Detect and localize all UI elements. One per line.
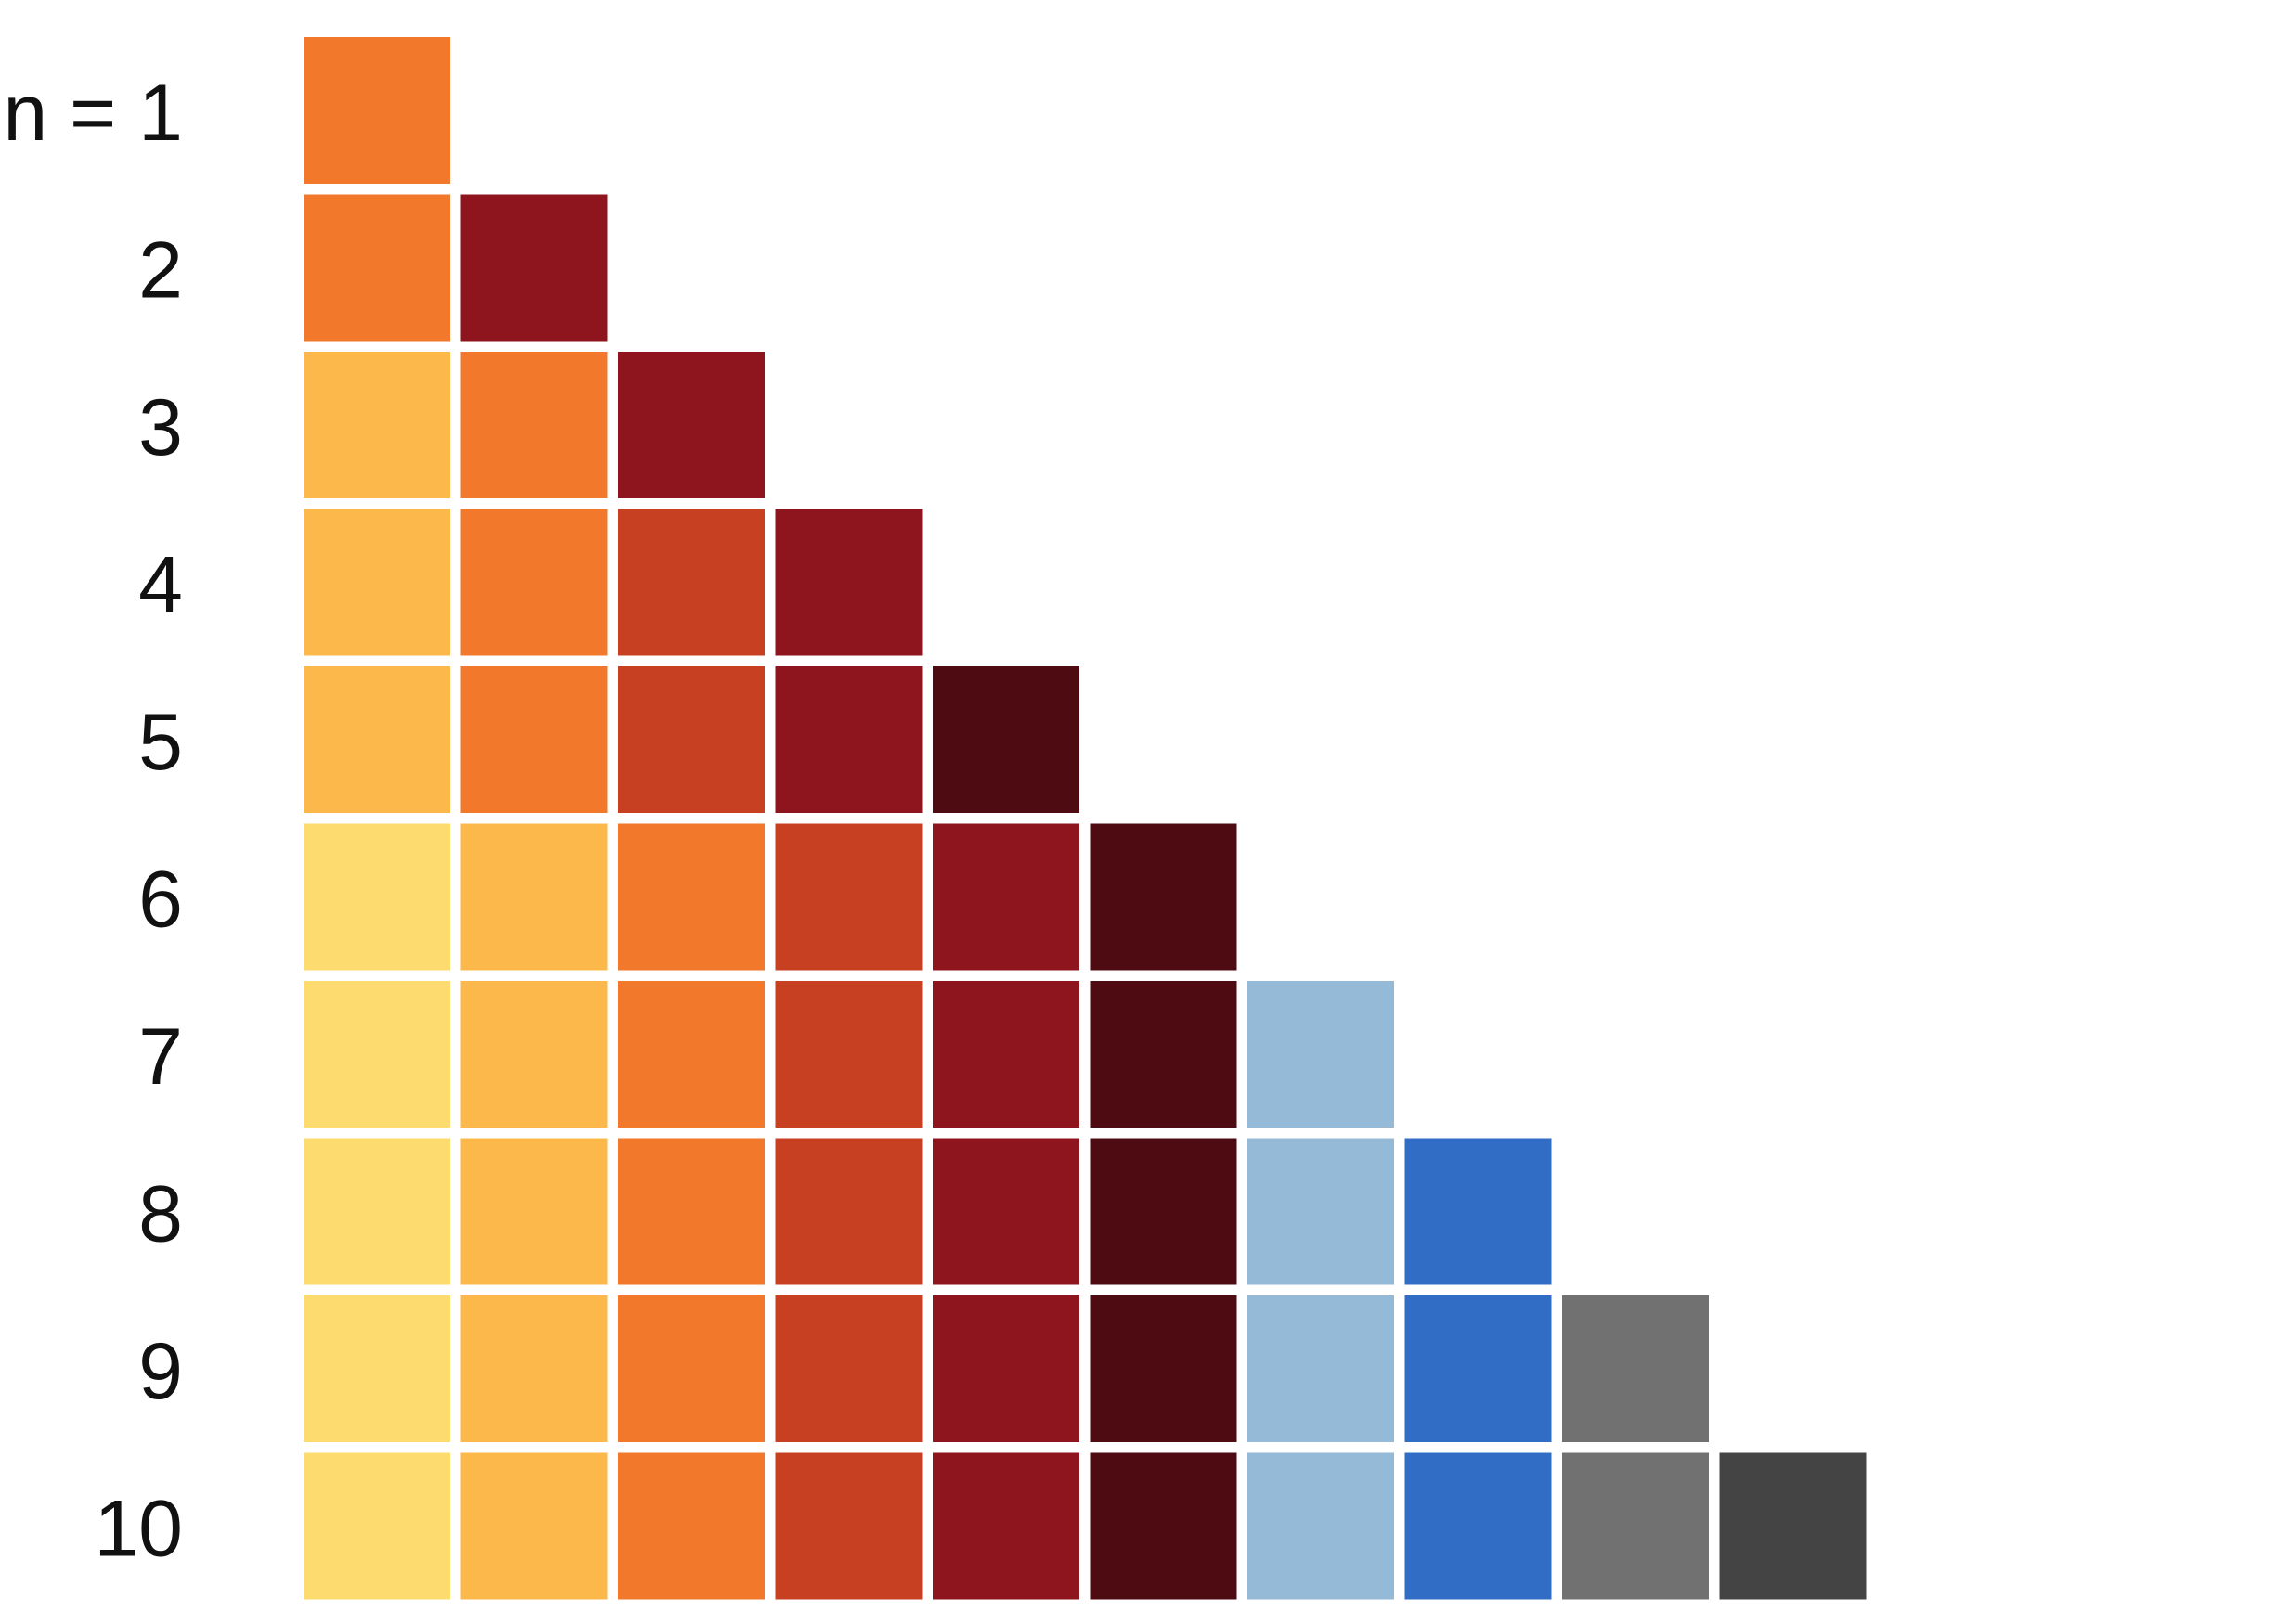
swatch-n6-c4 [775, 823, 923, 971]
swatch-n8-c1 [304, 1138, 450, 1285]
swatch-n10-c7 [1247, 1452, 1394, 1600]
swatch-n2-c2 [460, 194, 608, 342]
swatch-n9-c4 [775, 1295, 923, 1442]
swatch-n8-c3 [618, 1138, 765, 1285]
swatch-n10-c10 [1719, 1452, 1867, 1600]
swatch-n7-c5 [933, 981, 1079, 1128]
swatch-n8-c7 [1247, 1138, 1394, 1285]
swatch-n3-c2 [460, 352, 608, 498]
swatch-n9-c8 [1404, 1295, 1552, 1442]
swatch-n9-c1 [304, 1295, 450, 1442]
row-label-1: n = 1 [3, 69, 183, 158]
swatch-n3-c1 [304, 352, 450, 498]
swatch-n4-c2 [460, 509, 608, 656]
swatch-n6-c5 [933, 823, 1079, 971]
swatch-n7-c1 [304, 981, 450, 1128]
swatch-n6-c3 [618, 823, 765, 971]
row-label-4: 4 [138, 541, 183, 630]
row-label-7: 7 [138, 1012, 183, 1102]
swatch-n3-c3 [618, 352, 765, 498]
row-label-2: 2 [138, 226, 183, 316]
swatch-n9-c6 [1090, 1295, 1237, 1442]
swatch-n5-c3 [618, 666, 765, 813]
swatch-n4-c4 [775, 509, 923, 656]
swatch-n9-c3 [618, 1295, 765, 1442]
swatch-n5-c2 [460, 666, 608, 813]
row-label-8: 8 [138, 1170, 183, 1259]
swatch-n9-c5 [933, 1295, 1079, 1442]
swatch-n5-c1 [304, 666, 450, 813]
swatch-n10-c8 [1404, 1452, 1552, 1600]
swatch-n7-c4 [775, 981, 923, 1128]
swatch-n2-c1 [304, 194, 450, 342]
swatch-n9-c7 [1247, 1295, 1394, 1442]
swatch-n8-c5 [933, 1138, 1079, 1285]
row-label-6: 6 [138, 856, 183, 945]
swatch-n6-c1 [304, 823, 450, 971]
swatch-n7-c3 [618, 981, 765, 1128]
swatch-n4-c3 [618, 509, 765, 656]
row-label-group: n = 1 2 3 4 5 6 7 8 9 10 [3, 69, 183, 1574]
swatch-n9-c2 [460, 1295, 608, 1442]
swatch-n10-c3 [618, 1452, 765, 1600]
swatch-n5-c4 [775, 666, 923, 813]
row-label-5: 5 [138, 698, 183, 787]
swatch-n8-c6 [1090, 1138, 1237, 1285]
swatch-n7-c2 [460, 981, 608, 1128]
swatch-n10-c1 [304, 1452, 450, 1600]
swatch-n1-c1 [304, 37, 450, 184]
swatch-n10-c6 [1090, 1452, 1237, 1600]
swatch-n7-c6 [1090, 981, 1237, 1128]
swatch-n10-c2 [460, 1452, 608, 1600]
swatch-n10-c9 [1562, 1452, 1709, 1600]
swatch-n6-c6 [1090, 823, 1237, 971]
row-label-3: 3 [138, 383, 183, 472]
swatch-n7-c7 [1247, 981, 1394, 1128]
swatch-n5-c5 [933, 666, 1079, 813]
swatch-n8-c4 [775, 1138, 923, 1285]
swatch-n6-c2 [460, 823, 608, 971]
row-label-10: 10 [94, 1485, 183, 1574]
swatch-grid [304, 37, 1867, 1600]
swatch-n10-c5 [933, 1452, 1079, 1600]
swatch-n10-c4 [775, 1452, 923, 1600]
swatch-n4-c1 [304, 509, 450, 656]
swatch-n8-c2 [460, 1138, 608, 1285]
swatch-n8-c8 [1404, 1138, 1552, 1285]
swatch-n9-c9 [1562, 1295, 1709, 1442]
row-label-9: 9 [138, 1327, 183, 1416]
